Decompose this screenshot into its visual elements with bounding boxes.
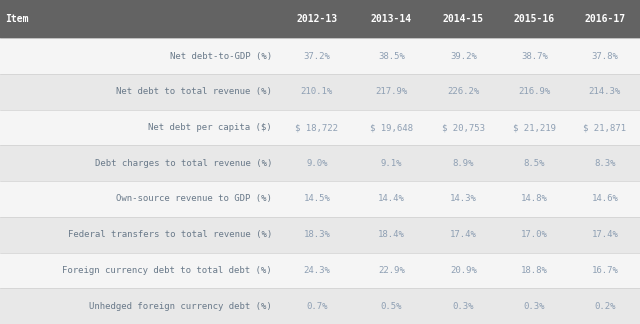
Text: 0.3%: 0.3% bbox=[524, 302, 545, 311]
Text: 18.3%: 18.3% bbox=[303, 230, 330, 239]
Text: 18.8%: 18.8% bbox=[521, 266, 548, 275]
Text: 0.5%: 0.5% bbox=[381, 302, 402, 311]
Text: Federal transfers to total revenue (%): Federal transfers to total revenue (%) bbox=[68, 230, 272, 239]
Text: 9.0%: 9.0% bbox=[306, 159, 328, 168]
Text: 37.8%: 37.8% bbox=[591, 52, 618, 61]
Text: $ 19,648: $ 19,648 bbox=[370, 123, 413, 132]
Text: 217.9%: 217.9% bbox=[375, 87, 408, 96]
Text: 38.7%: 38.7% bbox=[521, 52, 548, 61]
Text: 17.0%: 17.0% bbox=[521, 230, 548, 239]
Bar bbox=[0, 0, 640, 38]
Text: 0.3%: 0.3% bbox=[452, 302, 474, 311]
Text: Item: Item bbox=[5, 14, 29, 24]
Text: Net debt per capita ($): Net debt per capita ($) bbox=[148, 123, 272, 132]
Text: Own-source revenue to GDP (%): Own-source revenue to GDP (%) bbox=[116, 194, 272, 203]
Text: 8.9%: 8.9% bbox=[452, 159, 474, 168]
Text: 2013-14: 2013-14 bbox=[371, 14, 412, 24]
Text: Debt charges to total revenue (%): Debt charges to total revenue (%) bbox=[95, 159, 272, 168]
Text: $ 21,219: $ 21,219 bbox=[513, 123, 556, 132]
Text: 0.7%: 0.7% bbox=[306, 302, 328, 311]
Text: 14.5%: 14.5% bbox=[303, 194, 330, 203]
Bar bbox=[0, 217, 640, 253]
Text: 2015-16: 2015-16 bbox=[514, 14, 555, 24]
Text: 20.9%: 20.9% bbox=[450, 266, 477, 275]
Text: 24.3%: 24.3% bbox=[303, 266, 330, 275]
Text: 210.1%: 210.1% bbox=[301, 87, 333, 96]
Text: 0.2%: 0.2% bbox=[594, 302, 616, 311]
Bar bbox=[0, 181, 640, 217]
Text: 2014-15: 2014-15 bbox=[443, 14, 484, 24]
Text: 14.8%: 14.8% bbox=[521, 194, 548, 203]
Text: Foreign currency debt to total debt (%): Foreign currency debt to total debt (%) bbox=[62, 266, 272, 275]
Bar bbox=[0, 253, 640, 288]
Text: 16.7%: 16.7% bbox=[591, 266, 618, 275]
Text: 8.5%: 8.5% bbox=[524, 159, 545, 168]
Text: Net debt to total revenue (%): Net debt to total revenue (%) bbox=[116, 87, 272, 96]
Text: 226.2%: 226.2% bbox=[447, 87, 479, 96]
Bar bbox=[0, 288, 640, 324]
Text: 2012-13: 2012-13 bbox=[296, 14, 337, 24]
Bar bbox=[0, 110, 640, 145]
Text: 216.9%: 216.9% bbox=[518, 87, 550, 96]
Text: 14.3%: 14.3% bbox=[450, 194, 477, 203]
Text: 14.6%: 14.6% bbox=[591, 194, 618, 203]
Text: 2016-17: 2016-17 bbox=[584, 14, 625, 24]
Bar bbox=[0, 38, 640, 74]
Text: 214.3%: 214.3% bbox=[589, 87, 621, 96]
Bar bbox=[0, 145, 640, 181]
Text: $ 20,753: $ 20,753 bbox=[442, 123, 485, 132]
Bar bbox=[0, 74, 640, 110]
Text: 9.1%: 9.1% bbox=[381, 159, 402, 168]
Text: Net debt-to-GDP (%): Net debt-to-GDP (%) bbox=[170, 52, 272, 61]
Text: $ 18,722: $ 18,722 bbox=[295, 123, 339, 132]
Text: 8.3%: 8.3% bbox=[594, 159, 616, 168]
Text: 18.4%: 18.4% bbox=[378, 230, 404, 239]
Text: 22.9%: 22.9% bbox=[378, 266, 404, 275]
Text: 37.2%: 37.2% bbox=[303, 52, 330, 61]
Text: 39.2%: 39.2% bbox=[450, 52, 477, 61]
Text: 17.4%: 17.4% bbox=[591, 230, 618, 239]
Text: 38.5%: 38.5% bbox=[378, 52, 404, 61]
Text: 14.4%: 14.4% bbox=[378, 194, 404, 203]
Text: $ 21,871: $ 21,871 bbox=[583, 123, 627, 132]
Text: 17.4%: 17.4% bbox=[450, 230, 477, 239]
Text: Unhedged foreign currency debt (%): Unhedged foreign currency debt (%) bbox=[89, 302, 272, 311]
